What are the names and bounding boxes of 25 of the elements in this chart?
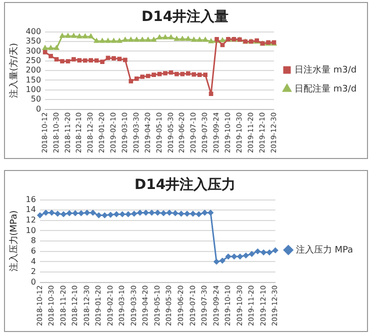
- y-tick-label: 12: [26, 216, 36, 225]
- y-tick-label: 0: [30, 277, 36, 286]
- y-tick-label: 300: [26, 46, 42, 56]
- y-tick-label: 2: [30, 267, 36, 276]
- y-tick-label: 4: [30, 256, 36, 266]
- y-tick-label: 10: [26, 226, 36, 235]
- y-tick-label: 6: [30, 246, 36, 256]
- y-tick-label: 14: [26, 205, 36, 214]
- legend-label: 日注水量 m3/d: [294, 64, 357, 76]
- y-tick-label: 0: [36, 104, 42, 114]
- y-tick-label: 100: [26, 85, 42, 94]
- y-tick-label: 200: [26, 66, 42, 75]
- y-tick-label: 150: [26, 75, 42, 84]
- y-tick-label: 50: [30, 94, 42, 104]
- chart-title: D14井注入压力: [134, 176, 236, 194]
- legend-label: 注入压力 MPa: [296, 244, 354, 256]
- y-tick-label: 8: [30, 236, 36, 246]
- y-axis-title: 注入量(方/天): [8, 43, 20, 98]
- y-tick-label: 350: [26, 36, 42, 46]
- y-axis-title: 注入压力(MPa): [8, 210, 20, 272]
- y-tick-label: 250: [26, 56, 42, 65]
- chart-title: D14井注入量: [141, 8, 229, 26]
- y-tick-label: 16: [26, 194, 36, 204]
- y-tick-label: 400: [26, 26, 42, 36]
- legend-label: 日配注量 m3/d: [294, 83, 357, 94]
